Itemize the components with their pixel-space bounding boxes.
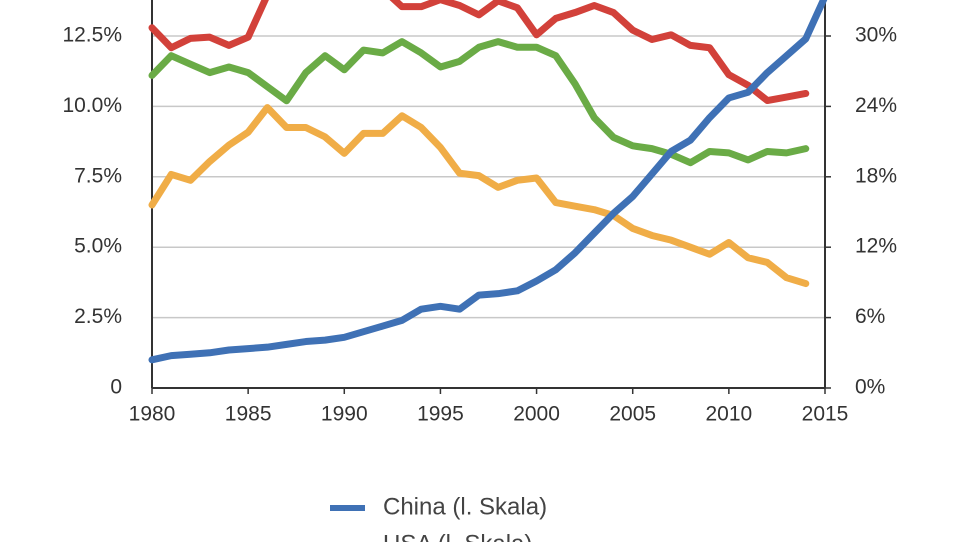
- series-line: [148, 104, 810, 288]
- y2-tick-label: 12%: [855, 235, 897, 258]
- x-tick-label: 2000: [513, 403, 560, 426]
- y2-tick-label: 6%: [855, 305, 885, 328]
- x-tick-label: 1990: [321, 403, 368, 426]
- series-line: [148, 0, 828, 364]
- x-tick-label: 1985: [225, 403, 272, 426]
- series-line: [148, 38, 810, 167]
- series-line: [148, 0, 810, 105]
- legend-label: USA (l. Skala): [383, 530, 532, 542]
- y-tick-label: 0: [110, 376, 122, 399]
- y-tick-label: 2.5%: [74, 305, 122, 328]
- x-tick-label: 1995: [417, 403, 464, 426]
- x-tick-label: 1980: [129, 403, 176, 426]
- y2-tick-label: 0%: [855, 376, 885, 399]
- y-tick-label: 7.5%: [74, 164, 122, 187]
- y2-tick-label: 18%: [855, 164, 897, 187]
- y2-tick-label: 30%: [855, 24, 897, 47]
- legend-label: China (l. Skala): [383, 493, 547, 520]
- y-tick-label: 10.0%: [62, 94, 122, 117]
- y2-tick-label: 24%: [855, 94, 897, 117]
- x-tick-label: 2015: [802, 403, 849, 426]
- x-tick-label: 2005: [609, 403, 656, 426]
- y-tick-label: 5.0%: [74, 235, 122, 258]
- y-tick-label: 12.5%: [62, 24, 122, 47]
- x-tick-label: 2010: [705, 403, 752, 426]
